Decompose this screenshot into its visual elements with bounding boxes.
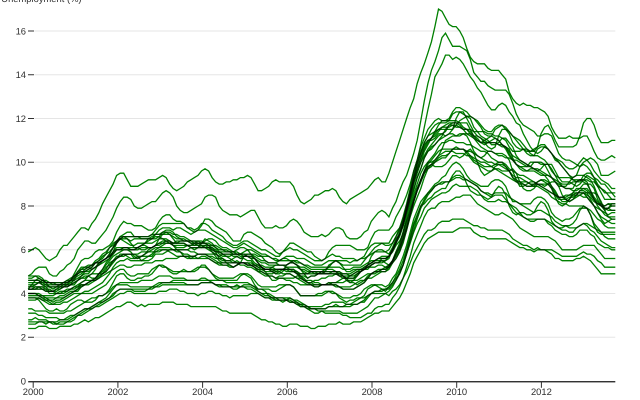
svg-text:0: 0 bbox=[21, 375, 26, 386]
svg-text:14: 14 bbox=[16, 69, 26, 80]
svg-text:2004: 2004 bbox=[192, 386, 213, 397]
svg-text:6: 6 bbox=[21, 244, 26, 255]
svg-text:2012: 2012 bbox=[531, 386, 552, 397]
svg-text:2010: 2010 bbox=[446, 386, 467, 397]
svg-text:2008: 2008 bbox=[362, 386, 383, 397]
svg-text:Unemployment (%): Unemployment (%) bbox=[1, 0, 81, 4]
svg-text:2: 2 bbox=[21, 332, 26, 343]
svg-text:16: 16 bbox=[16, 25, 26, 36]
svg-text:2002: 2002 bbox=[107, 386, 128, 397]
svg-text:2000: 2000 bbox=[23, 386, 44, 397]
svg-text:2006: 2006 bbox=[277, 386, 298, 397]
svg-text:4: 4 bbox=[21, 288, 26, 299]
svg-text:12: 12 bbox=[16, 113, 26, 124]
svg-text:10: 10 bbox=[16, 157, 26, 168]
svg-text:8: 8 bbox=[21, 200, 26, 211]
